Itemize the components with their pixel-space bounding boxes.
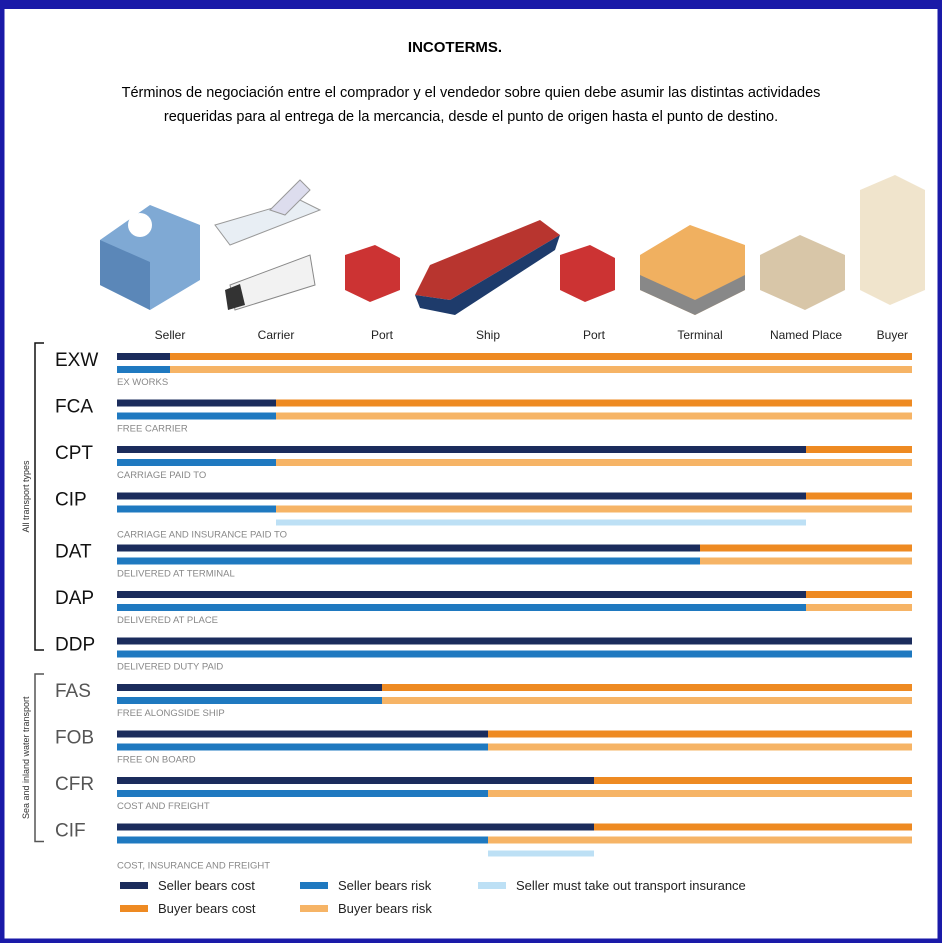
seller-cost-bar xyxy=(117,446,806,453)
seller-risk-bar xyxy=(117,651,912,658)
buyer-cost-bar xyxy=(488,731,912,738)
top-bar xyxy=(0,0,942,9)
term-name: DELIVERED AT PLACE xyxy=(117,615,218,626)
buyer-cost-bar xyxy=(806,446,912,453)
term-name: CARRIAGE AND INSURANCE PAID TO xyxy=(117,530,287,541)
seller-risk-bar xyxy=(117,604,806,611)
legend-label: Seller bears cost xyxy=(158,878,255,893)
location-label: Named Place xyxy=(770,328,842,342)
legend-swatch xyxy=(300,882,328,889)
buyer-cost-bar xyxy=(594,824,912,831)
buyer-risk-bar xyxy=(170,366,912,373)
seller-risk-bar xyxy=(117,459,276,466)
term-name: COST, INSURANCE AND FREIGHT xyxy=(117,861,270,872)
description: requeridas para al entrega de la mercanc… xyxy=(164,109,778,125)
location-label: Carrier xyxy=(258,328,295,342)
seller-risk-bar xyxy=(117,837,488,844)
term-code: CIF xyxy=(55,821,86,842)
insurance-bar xyxy=(488,851,594,857)
term-code: CIP xyxy=(55,490,87,511)
buyer-cost-bar xyxy=(806,591,912,598)
buyer-cost-bar xyxy=(700,545,912,552)
seller-cost-bar xyxy=(117,545,700,552)
term-name: FREE ON BOARD xyxy=(117,755,196,766)
legend-swatch xyxy=(120,882,148,889)
buyer-cost-bar xyxy=(382,684,912,691)
term-name: EX WORKS xyxy=(117,377,168,388)
legend-swatch xyxy=(300,905,328,912)
buyer-cost-bar xyxy=(276,400,912,407)
term-code: DAT xyxy=(55,542,92,563)
location-label: Port xyxy=(371,328,394,342)
buyer-cost-bar xyxy=(594,777,912,784)
buyer-risk-bar xyxy=(488,837,912,844)
seller-cost-bar xyxy=(117,824,594,831)
term-name: DELIVERED AT TERMINAL xyxy=(117,569,235,580)
seller-cost-bar xyxy=(117,731,488,738)
seller-risk-bar xyxy=(117,790,488,797)
seller-cost-bar xyxy=(117,777,594,784)
term-name: FREE CARRIER xyxy=(117,424,188,435)
icons xyxy=(100,175,925,315)
group-bracket xyxy=(35,343,44,650)
seller-cost-bar xyxy=(117,591,806,598)
term-code: DAP xyxy=(55,588,94,609)
term-name: DELIVERED DUTY PAID xyxy=(117,662,223,673)
group-bracket xyxy=(35,674,44,842)
seller-risk-bar xyxy=(117,413,276,420)
seller-risk-bar xyxy=(117,558,700,565)
seller-cost-bar xyxy=(117,400,276,407)
seller-risk-bar xyxy=(117,744,488,751)
seller-risk-bar xyxy=(117,697,382,704)
buyer-risk-bar xyxy=(700,558,912,565)
insurance-bar xyxy=(276,520,806,526)
buyer-risk-bar xyxy=(382,697,912,704)
buyer-risk-bar xyxy=(276,413,912,420)
description: Términos de negociación entre el comprad… xyxy=(122,85,821,101)
location-label: Seller xyxy=(155,328,186,342)
buyer-cost-bar xyxy=(170,353,912,360)
seller-cost-bar xyxy=(117,353,170,360)
seller-risk-bar xyxy=(117,366,170,373)
buyer-cost-bar xyxy=(806,493,912,500)
seller-risk-bar xyxy=(117,506,276,513)
seller-cost-bar xyxy=(117,638,912,645)
term-code: FAS xyxy=(55,681,91,702)
location-label: Terminal xyxy=(677,328,722,342)
legend-swatch xyxy=(120,905,148,912)
legend-label: Buyer bears risk xyxy=(338,901,432,916)
group-label: Sea and inland water transport xyxy=(21,696,31,819)
term-name: CARRIAGE PAID TO xyxy=(117,470,206,481)
term-code: EXW xyxy=(55,350,98,371)
seller-cost-bar xyxy=(117,684,382,691)
legend-swatch xyxy=(478,882,506,889)
term-code: DDP xyxy=(55,635,95,656)
buyer-risk-bar xyxy=(806,604,912,611)
title: INCOTERMS. xyxy=(408,39,502,56)
term-code: CFR xyxy=(55,774,94,795)
group-label: All transport types xyxy=(21,460,31,533)
infographic: INCOTERMS. Términos de negociación entre… xyxy=(0,0,942,943)
term-code: FOB xyxy=(55,728,94,749)
location-label: Port xyxy=(583,328,606,342)
legend-label: Seller must take out transport insurance xyxy=(516,878,746,893)
location-label: Buyer xyxy=(877,328,908,342)
buyer-risk-bar xyxy=(276,459,912,466)
buyer-risk-bar xyxy=(488,790,912,797)
term-name: COST AND FREIGHT xyxy=(117,801,210,812)
buyer-risk-bar xyxy=(276,506,912,513)
term-code: CPT xyxy=(55,443,93,464)
seller-cost-bar xyxy=(117,493,806,500)
location-label: Ship xyxy=(476,328,500,342)
legend-label: Seller bears risk xyxy=(338,878,432,893)
term-name: FREE ALONGSIDE SHIP xyxy=(117,708,225,719)
term-code: FCA xyxy=(55,397,93,418)
buyer-risk-bar xyxy=(488,744,912,751)
legend-label: Buyer bears cost xyxy=(158,901,256,916)
